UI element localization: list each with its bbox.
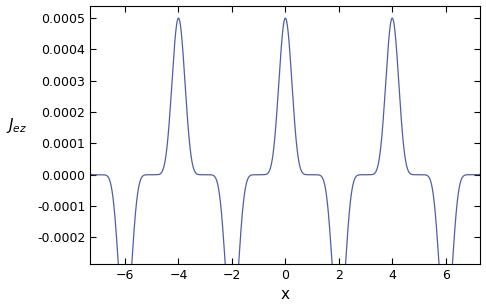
Y-axis label: $J_{ez}$: $J_{ez}$ [5, 116, 27, 135]
X-axis label: x: x [281, 287, 290, 302]
